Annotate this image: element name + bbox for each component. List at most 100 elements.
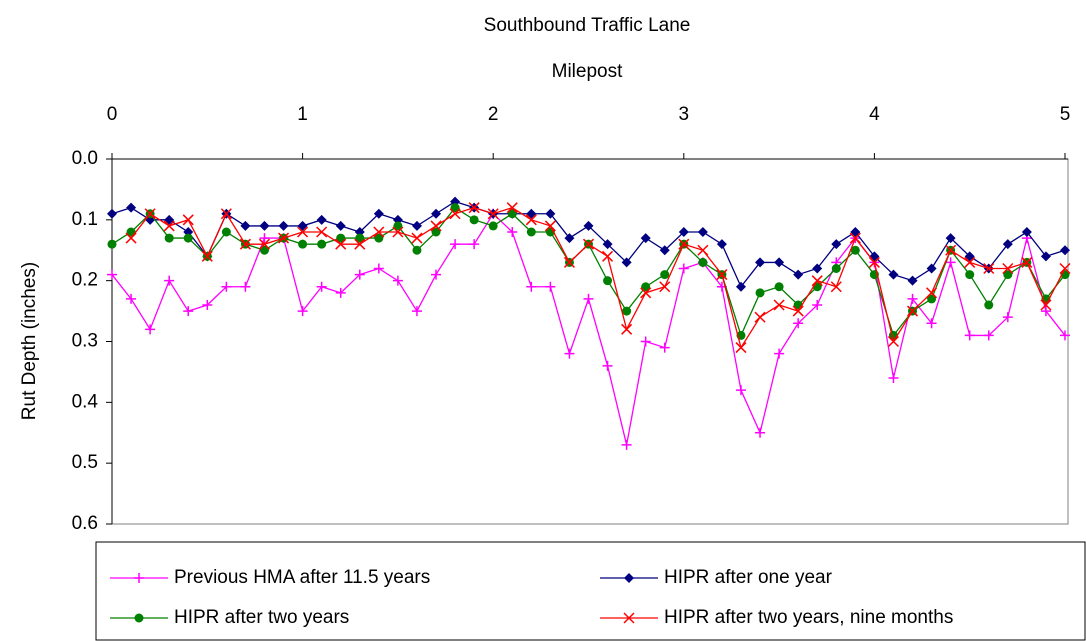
data-point [964,330,975,341]
data-point [202,300,213,310]
data-point [583,220,594,231]
data-point [697,227,708,237]
data-point [830,281,842,293]
chart-title: Southbound Traffic Lane [484,15,691,36]
data-point [564,233,575,244]
data-point [583,293,594,304]
data-point [888,269,899,280]
x-axis-title: Milepost [552,61,623,82]
data-point [107,269,117,280]
data-point [907,275,918,286]
data-point [259,233,270,244]
data-point [964,251,975,262]
data-point [621,257,632,268]
legend-label: HIPR after two years [174,607,349,628]
data-point [163,220,175,232]
data-point [640,233,651,244]
data-point [755,257,766,268]
data-point [888,373,899,383]
data-point [183,306,194,317]
data-point [354,238,366,250]
legend-marker [623,612,635,624]
legend-marker [624,573,634,583]
data-point [221,281,232,292]
data-point [793,318,804,329]
data-point [716,269,728,281]
data-point [450,239,461,250]
data-point [239,238,251,250]
data-point [984,300,994,310]
data-point [602,360,613,371]
data-point [945,244,957,256]
legend-label: HIPR after one year [664,567,833,588]
x-tick-label: 2 [488,104,499,125]
data-point [201,250,213,262]
data-point [183,233,193,243]
data-point [1021,227,1032,237]
data-point [641,282,651,292]
data-point [755,427,766,438]
data-point [906,305,919,317]
data-point [507,227,518,237]
data-point [336,233,346,243]
data-point [297,220,308,231]
data-point [582,238,595,250]
data-point [659,342,670,353]
data-point [603,276,613,286]
data-point [927,294,937,304]
y-tick-label: 0.2 [72,270,98,291]
data-point [564,348,575,359]
data-point [297,306,308,317]
data-point [317,239,327,249]
data-point [431,227,441,237]
data-point [735,342,747,354]
data-point [220,208,232,220]
data-point [850,227,861,237]
data-point [774,282,784,292]
data-point [1002,262,1014,275]
data-point [545,208,556,219]
data-point [278,220,289,231]
data-point [107,208,117,219]
data-point [773,299,785,311]
data-point [506,202,518,214]
data-point [1060,245,1070,256]
legend-marker [134,573,144,583]
data-point [488,221,498,231]
data-point [411,306,422,317]
data-point [678,263,689,274]
data-point [125,232,137,244]
data-point [468,202,480,214]
data-point [526,281,537,292]
data-point [640,336,651,347]
y-tick-label: 0.3 [72,331,98,352]
x-tick-label: 4 [869,104,880,125]
data-point [354,269,365,280]
data-point [545,281,556,292]
data-point [487,208,499,220]
data-point [469,215,479,225]
data-point [278,232,290,244]
data-point [774,257,785,268]
data-point [373,208,384,219]
data-point [144,208,156,220]
data-point [411,220,422,231]
data-point [469,239,480,250]
data-point [297,226,309,238]
y-tick-label: 0.4 [72,391,99,412]
data-point [983,330,994,341]
data-point [793,269,804,280]
data-point [544,220,556,232]
data-point [812,300,823,310]
data-point [811,275,823,287]
data-point [659,245,670,256]
data-point [145,324,156,335]
data-point [754,311,766,323]
data-point [697,244,709,256]
data-point [964,256,976,268]
x-tick-label: 5 [1060,104,1071,125]
data-point [868,256,880,268]
data-point [240,220,251,231]
data-point [221,227,231,237]
data-point [316,281,327,292]
